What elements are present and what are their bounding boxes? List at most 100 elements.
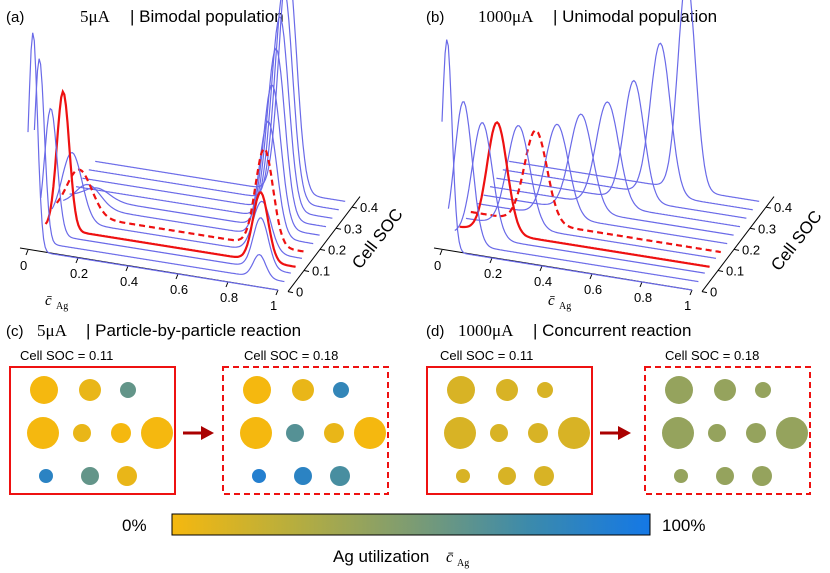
panel-d-before-particle [456, 469, 470, 483]
panel-d-before-particle [558, 417, 590, 449]
plot-a-soc-tick-label: 0.2 [328, 242, 346, 257]
plot-b-x-tick [539, 265, 543, 272]
plot-a-x-tick [125, 265, 129, 272]
plot-a-curve-soc-0.11 [44, 88, 296, 268]
plot-a-curve-soc-0.34 [82, 16, 333, 219]
colorbar-gradient [171, 513, 651, 536]
panel-d-after-particle [755, 382, 771, 398]
colorbar-label: Ag utilization [333, 547, 429, 566]
panel-c-after-particle [330, 466, 350, 486]
panel-b-label: (b) [426, 9, 444, 26]
plot-a-x-tick [225, 281, 229, 288]
plot-a-curve-soc-0.04 [33, 58, 285, 283]
panel-b: (b) 1000μA | Unimodal population 0 0.2 0.4… [426, 0, 826, 313]
plot-a-x-tick-label: 0.4 [120, 274, 138, 289]
panel-c-after-particle [286, 424, 304, 442]
plot-b-curve-soc-0.15 [465, 125, 717, 259]
plot-b-curve-soc-0 [441, 39, 693, 291]
plot-a-curve-soc-0.26 [69, 84, 320, 236]
panel-d-after-label: Cell SOC = 0.18 [665, 348, 759, 363]
plot-b-soc-tick [749, 227, 756, 230]
plot-b-soc-tick-label: 0.1 [726, 263, 744, 278]
plot-a-x-tick [175, 273, 179, 280]
plot-b-x-tick-label: 0 [434, 258, 441, 273]
plot-a-soc-tick-label: 0 [296, 285, 303, 300]
panel-d-after-particles [662, 376, 808, 486]
plot-a-soc-tick [287, 291, 294, 294]
plot-b-x-tick [589, 273, 593, 280]
panel-c-after-particle [243, 376, 271, 404]
panel-a-current: 5μA [80, 7, 111, 26]
plot-a-x-tick-label: 0.2 [70, 266, 88, 281]
plot-b-x-tick-label: 1 [684, 298, 691, 313]
panel-d-after-particle [665, 376, 693, 404]
panel-c-after-particles [240, 376, 386, 486]
plot-a-soc-tick-label: 0.3 [344, 221, 362, 236]
plot-a-curve-soc-0.15 [51, 151, 303, 259]
panel-d-before-particle [447, 376, 475, 404]
panel-d-before-particle [496, 379, 518, 401]
plot-b-soc-tick-label: 0.2 [742, 242, 760, 257]
plot-b-curve-soc-0.18 [470, 129, 721, 254]
plot-a-curve-soc-0.38 [88, 0, 339, 211]
plot-a-soc-tick [351, 206, 358, 209]
plot-a-soc-tick [335, 227, 342, 230]
colorbar-max-label: 100% [662, 516, 705, 535]
panel-c-after-particle [324, 423, 344, 443]
panel-d-after-particle [708, 424, 726, 442]
plot-b-curve-soc-0.04 [447, 101, 699, 283]
panel-a-label: (a) [6, 9, 24, 26]
plot-a-x-tick [25, 249, 29, 256]
panel-c-after-label: Cell SOC = 0.18 [244, 348, 338, 363]
panel-c-before-particle [27, 417, 59, 449]
panel-c-before-frame [9, 366, 176, 495]
panel-c-before-label: Cell SOC = 0.11 [20, 348, 113, 363]
plot-b-soc-tick [701, 291, 708, 294]
panel-c-before-particle [79, 379, 101, 401]
panel-d-before-particle [490, 424, 508, 442]
plot-a-soc-tick-label: 0.1 [312, 263, 330, 278]
plot-a-soc-tick-label: 0.4 [360, 200, 378, 215]
plot-b-x-tick [689, 289, 693, 296]
plot-a-x-tick [75, 257, 79, 264]
panel-d-after-particle [776, 417, 808, 449]
plot-b-x-tick-label: 0.6 [584, 282, 602, 297]
panel-b-zlabel: Cell SOC [767, 207, 826, 275]
panel-c-title: | Particle-by-particle reaction [86, 321, 301, 340]
panel-d-before-particle [528, 423, 548, 443]
plot-b-x-tick [639, 281, 643, 288]
plot-b-x-tick [489, 257, 493, 264]
panel-a: (a) 5μA | Bimodal population 00.20.40.60… [6, 0, 407, 313]
panel-d-current: 1000μA [458, 321, 514, 340]
panel-a-title: | Bimodal population [130, 7, 284, 26]
colorbar-min-label: 0% [122, 516, 147, 535]
panel-d-label: (d) [426, 323, 444, 340]
plot-a: 0 0.2 0.4 0.6 0.8 1 0 0.1 0.2 0.3 0.4 [19, 0, 378, 313]
panel-c-before-particle [81, 467, 99, 485]
panel-c-after-particle [354, 417, 386, 449]
panel-d-after-particle [752, 466, 772, 486]
panel-d-title: | Concurrent reaction [533, 321, 691, 340]
panel-a-xlabel: c̄ [45, 293, 52, 309]
plot-a-x-tick-label: 0.8 [220, 290, 238, 305]
panel-c-before-particle [111, 423, 131, 443]
panel-a-xlabel-sub: Ag [56, 301, 68, 312]
plot-a-soc-tick [303, 269, 310, 272]
panel-d: (d) 1000μA | Concurrent reaction Cell SO… [426, 321, 811, 495]
panel-c: (c) 5μA | Particle-by-particle reaction … [6, 321, 389, 495]
plot-a-x-tick-label: 1 [270, 298, 277, 313]
panel-d-before-particle [498, 467, 516, 485]
colorbar: 0% 100% Ag utilization c̄ Ag [122, 513, 705, 569]
plot-b-curve-soc-0.26 [483, 113, 734, 236]
plot-a-curve-soc-0 [27, 32, 279, 291]
plot-b-soc-tick [717, 269, 724, 272]
panel-d-after-particle [714, 379, 736, 401]
panel-c-before-particle [73, 424, 91, 442]
plot-b-soc-tick [733, 248, 740, 251]
panel-d-before-label: Cell SOC = 0.11 [440, 348, 533, 363]
panel-d-after-particle [674, 469, 688, 483]
panel-b-xlabel-sub: Ag [559, 301, 571, 312]
plot-a-curve-soc-0.22 [62, 120, 314, 245]
panel-c-before-particle [30, 376, 58, 404]
